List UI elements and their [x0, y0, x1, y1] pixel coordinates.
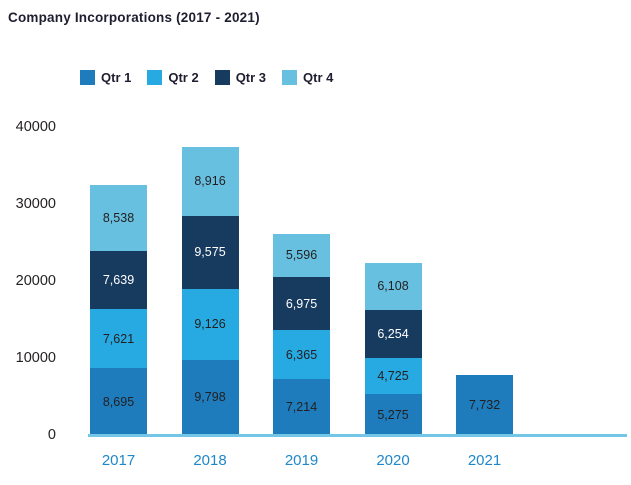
bar-segment-label: 7,621 — [102, 331, 135, 346]
legend-item: Qtr 2 — [147, 70, 199, 85]
chart-legend: Qtr 1 Qtr 2 Qtr 3 Qtr 4 — [80, 70, 333, 85]
y-tick-label: 10000 — [15, 350, 56, 366]
legend-swatch — [80, 70, 95, 85]
bar-segment: 7,621 — [90, 309, 147, 369]
x-axis-label: 2017 — [101, 452, 136, 469]
bar-segment: 6,254 — [364, 309, 422, 358]
chart-title: Company Incorporations (2017 - 2021) — [8, 10, 260, 25]
bar-segment-label: 8,538 — [102, 210, 135, 225]
bar-segment: 6,975 — [273, 276, 330, 331]
bar-segment-label: 8,695 — [102, 394, 135, 409]
y-tick-label: 0 — [47, 427, 56, 443]
x-axis-label: 2019 — [284, 452, 319, 469]
y-tick-label: 20000 — [15, 273, 56, 289]
legend-swatch — [147, 70, 163, 85]
legend-swatch — [282, 70, 298, 85]
bar-segment: 8,916 — [181, 146, 239, 216]
bar-segment: 6,108 — [364, 262, 422, 310]
bar-segment: 5,275 — [364, 394, 422, 435]
legend-item: Qtr 3 — [214, 70, 267, 85]
bar-segment-label: 7,732 — [468, 398, 501, 413]
bar-segment-label: 9,126 — [194, 317, 226, 332]
x-axis-label: 2018 — [193, 452, 227, 469]
x-axis-line — [88, 434, 627, 437]
bar-segment: 6,365 — [273, 330, 330, 380]
bar-segment-label: 7,639 — [102, 272, 135, 287]
bar-segment-label: 7,214 — [285, 400, 318, 415]
x-axis-label: 2021 — [467, 452, 502, 469]
bar-segment: 5,596 — [273, 233, 330, 277]
bar-segment-label: 5,596 — [285, 248, 318, 263]
bar-segment: 8,538 — [90, 184, 147, 251]
bar-segment-label: 9,798 — [194, 390, 226, 405]
bar-segment: 7,732 — [456, 375, 513, 435]
legend-label: Qtr 2 — [168, 70, 199, 85]
bar-segment-label: 8,916 — [194, 174, 226, 189]
legend-label: Qtr 1 — [101, 70, 132, 85]
bar-segment: 7,214 — [273, 379, 330, 435]
bar-segment-label: 4,725 — [377, 369, 409, 384]
bar-segment: 9,126 — [181, 289, 239, 360]
bar-segment-label: 6,365 — [285, 347, 318, 362]
legend-label: Qtr 3 — [235, 70, 267, 85]
legend-item: Qtr 4 — [282, 70, 333, 85]
bar-segment-label: 6,108 — [377, 279, 409, 294]
bar-segment: 8,695 — [90, 368, 147, 435]
y-tick-label: 40000 — [15, 119, 56, 135]
legend-item: Qtr 1 — [80, 70, 131, 85]
bar-segment-label: 6,254 — [377, 326, 409, 341]
bar-segment-label: 9,575 — [194, 245, 226, 260]
legend-label: Qtr 4 — [303, 70, 334, 85]
x-axis-label: 2020 — [376, 452, 410, 469]
bar-segment-label: 5,275 — [377, 407, 409, 422]
bar-segment: 4,725 — [364, 358, 422, 395]
bar-segment: 7,639 — [90, 250, 147, 310]
y-tick-label: 30000 — [15, 196, 56, 212]
legend-swatch — [214, 70, 230, 85]
bar-segment: 9,575 — [181, 215, 239, 290]
bar-segment: 9,798 — [181, 359, 239, 435]
bar-segment-label: 6,975 — [285, 296, 318, 311]
